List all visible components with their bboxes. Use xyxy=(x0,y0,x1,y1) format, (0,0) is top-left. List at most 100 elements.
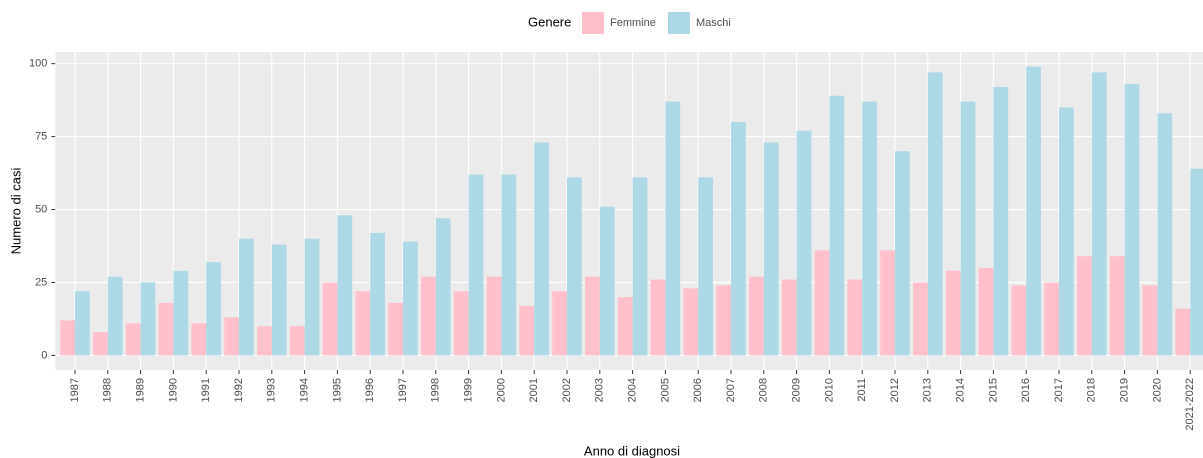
x-tick-label: 1998 xyxy=(430,378,442,402)
bar xyxy=(978,267,994,356)
bar xyxy=(173,270,189,356)
bar xyxy=(552,291,567,356)
bar xyxy=(567,177,582,356)
bar xyxy=(453,291,469,356)
x-tick-label: 2012 xyxy=(889,378,901,402)
bar xyxy=(191,323,207,356)
bar xyxy=(93,332,108,356)
legend-title: Genere xyxy=(528,14,571,29)
x-tick-label: 1997 xyxy=(397,378,409,402)
bar xyxy=(271,244,287,356)
bar xyxy=(599,206,615,356)
bar xyxy=(534,142,549,356)
bar xyxy=(257,326,272,356)
x-tick-label: 2018 xyxy=(1086,378,1098,402)
bar xyxy=(895,151,910,356)
legend-key xyxy=(668,12,690,34)
bar xyxy=(370,232,385,356)
bar xyxy=(519,305,535,356)
bar xyxy=(239,238,254,356)
x-tick-label: 2002 xyxy=(561,378,573,402)
y-tick-label: 0 xyxy=(41,349,47,361)
x-tick-label: 1995 xyxy=(331,378,343,402)
bar xyxy=(1175,308,1191,356)
bar xyxy=(224,317,239,356)
bar xyxy=(289,326,305,356)
x-tick-label: 2007 xyxy=(725,378,737,402)
bar xyxy=(388,302,403,356)
bar xyxy=(945,270,961,356)
x-tick-label: 2003 xyxy=(594,378,606,402)
y-tick-label: 25 xyxy=(35,276,47,288)
bar xyxy=(1190,168,1203,356)
bar xyxy=(716,285,731,356)
bar xyxy=(781,279,797,356)
bar xyxy=(763,142,779,356)
x-tick-label: 2016 xyxy=(1020,378,1032,402)
bar xyxy=(1059,107,1074,356)
x-tick-label: 1992 xyxy=(233,378,245,402)
bar xyxy=(698,177,713,356)
x-tick-label: 2020 xyxy=(1151,378,1163,402)
bar xyxy=(749,276,764,356)
x-tick-label: 1996 xyxy=(364,378,376,402)
bar xyxy=(206,262,221,356)
x-tick-label: 2004 xyxy=(627,378,639,402)
bar xyxy=(814,250,830,356)
bar xyxy=(960,101,976,356)
bar xyxy=(468,174,484,356)
x-tick-label: 2010 xyxy=(823,378,835,402)
bar xyxy=(880,250,895,356)
x-tick-label: 2006 xyxy=(692,378,704,402)
bar xyxy=(927,72,943,356)
x-tick-label: 2013 xyxy=(922,378,934,402)
x-tick-label: 2021-2022 xyxy=(1184,378,1196,431)
bar xyxy=(585,276,600,356)
x-tick-label: 1989 xyxy=(135,378,147,402)
bar xyxy=(632,177,648,356)
bar xyxy=(665,101,681,356)
bar xyxy=(617,297,633,356)
x-tick-label: 2015 xyxy=(987,378,999,402)
bar xyxy=(1142,285,1158,356)
bar xyxy=(140,282,156,356)
bar xyxy=(421,276,436,356)
bar xyxy=(75,291,90,356)
bar xyxy=(1026,66,1041,356)
x-tick-label: 1993 xyxy=(266,378,278,402)
x-tick-label: 2017 xyxy=(1053,378,1065,402)
bar xyxy=(650,279,666,356)
y-axis-title: Numero di casi xyxy=(8,168,23,255)
y-tick-label: 50 xyxy=(35,203,47,215)
y-tick-label: 75 xyxy=(35,131,47,143)
legend-label: Femmine xyxy=(610,17,656,29)
y-tick-label: 100 xyxy=(29,58,47,70)
bar xyxy=(796,130,812,356)
x-tick-label: 2019 xyxy=(1119,378,1131,402)
x-tick-label: 2014 xyxy=(955,378,967,402)
bar xyxy=(486,276,502,356)
bar xyxy=(1091,72,1107,356)
bar xyxy=(913,282,928,356)
legend-key xyxy=(582,12,604,34)
bar xyxy=(355,291,371,356)
bar xyxy=(107,276,123,356)
bar xyxy=(847,279,863,356)
x-tick-label: 2009 xyxy=(791,378,803,402)
x-tick-label: 1999 xyxy=(463,378,475,402)
bar xyxy=(993,87,1009,356)
bar xyxy=(158,302,174,356)
bar xyxy=(683,288,699,356)
bar xyxy=(403,241,418,356)
bar xyxy=(1044,282,1059,356)
bar xyxy=(862,101,877,356)
x-tick-label: 2000 xyxy=(495,378,507,402)
x-tick-label: 2008 xyxy=(758,378,770,402)
bar xyxy=(829,95,845,356)
bar xyxy=(501,174,517,356)
bar xyxy=(337,215,353,356)
x-tick-label: 2005 xyxy=(659,378,671,402)
bar xyxy=(322,282,338,356)
x-tick-label: 1990 xyxy=(167,378,179,402)
